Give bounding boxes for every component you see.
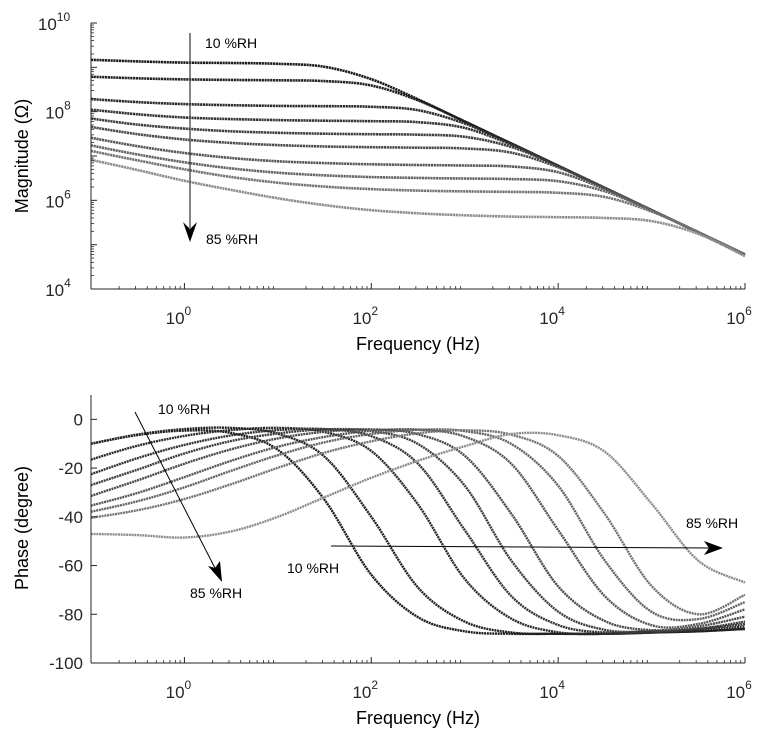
phase-horizontal-rh-arrow [330,541,723,555]
phase-series-10 [90,431,746,584]
y-tick-label: -100 [49,654,83,673]
tick-base: 10 [45,281,64,300]
tick-exponent: 10 [57,10,71,24]
tick-exponent: 6 [745,304,752,318]
magnitude-rh-arrow [183,33,197,242]
phase-series-2 [90,426,746,636]
y-tick-label: 0 [74,410,83,429]
tick-base: 10 [45,104,64,123]
tick-exponent: 4 [558,304,565,318]
tick-base: 10 [539,309,558,328]
phase-series-4 [90,427,746,635]
x-tick-label: 102 [352,304,378,328]
tick-base: 10 [166,309,185,328]
y-tick-label: 108 [45,99,71,123]
magnitude-annotation-85rh: 85 %RH [206,231,258,247]
phase-annotation-right-10rh: 10 %RH [287,560,339,576]
magnitude-series-1 [90,58,746,256]
phase-x-axis-label: Frequency (Hz) [356,708,480,728]
magnitude-y-axis-label: Magnitude (Ω) [12,99,32,214]
y-tick-label: -20 [58,459,83,478]
x-tick-label: 106 [726,304,752,328]
tick-exponent: 2 [371,678,378,692]
tick-base: 10 [45,192,64,211]
phase-series-group [90,426,746,636]
phase-annotation-left-10rh: 10 %RH [158,401,210,417]
tick-base: 10 [726,309,745,328]
magnitude-series-8 [90,144,746,256]
tick-base: 10 [352,309,371,328]
tick-base: 10 [726,683,745,702]
magnitude-x-axis-label: Frequency (Hz) [356,334,480,354]
x-tick-label: 106 [726,678,752,702]
y-tick-label: -40 [58,508,83,527]
y-tick-label: 1010 [38,10,71,34]
phase-series-6 [90,428,746,632]
tick-base: 10 [539,683,558,702]
y-tick-label: 104 [45,276,71,300]
tick-exponent: 8 [64,99,71,113]
magnitude-series-group [90,58,746,258]
phase-series-9 [90,429,746,616]
tick-exponent: 0 [185,678,192,692]
tick-exponent: 2 [371,304,378,318]
phase-series-3 [90,426,746,636]
phase-annotation-left-85rh: 85 %RH [190,585,242,601]
x-tick-label: 100 [166,304,192,328]
phase-series-5 [90,427,746,634]
tick-exponent: 6 [64,187,71,201]
tick-exponent: 4 [64,276,71,290]
phase-series-1 [90,429,746,636]
magnitude-series-9 [90,149,746,256]
phase-series-8 [90,428,746,622]
magnitude-series-10 [90,158,746,258]
x-tick-label: 104 [539,678,565,702]
y-tick-label: -60 [58,557,83,576]
tick-exponent: 0 [185,304,192,318]
tick-exponent: 6 [745,678,752,692]
y-tick-label: 106 [45,187,71,211]
x-tick-label: 100 [166,678,192,702]
tick-base: 10 [38,15,57,34]
x-tick-label: 104 [539,304,565,328]
phase-y-axis-label: Phase (degree) [12,466,32,590]
x-tick-label: 102 [352,678,378,702]
y-tick-label: -80 [58,605,83,624]
tick-base: 10 [166,683,185,702]
phase-diagonal-rh-arrow [134,411,222,582]
phase-annotation-right-85rh: 85 %RH [686,515,738,531]
tick-base: 10 [352,683,371,702]
magnitude-annotation-10rh: 10 %RH [205,35,257,51]
tick-exponent: 4 [558,678,565,692]
